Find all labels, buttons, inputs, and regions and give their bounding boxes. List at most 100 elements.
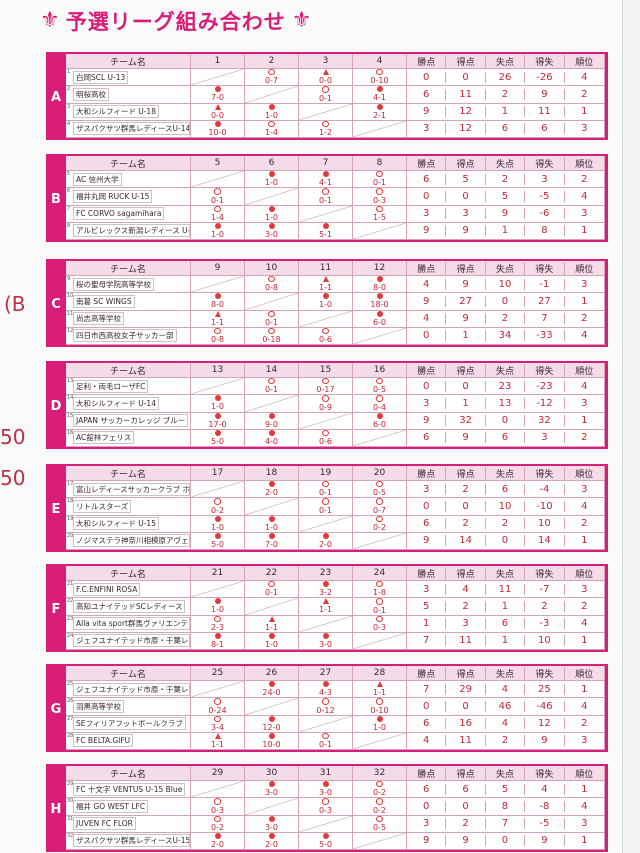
stat-header-label: 得失	[525, 466, 565, 480]
team-cell: 2 明桜高校	[66, 86, 191, 104]
win-mark-icon	[214, 832, 221, 839]
team-stats: 3 12 6 6 3	[407, 120, 605, 138]
opponent-column-header: 27	[299, 666, 353, 681]
stat-value: 10	[486, 500, 526, 512]
stat-value: 10	[525, 518, 565, 530]
match-score: 0-6	[318, 437, 333, 446]
team-cell: 29 FC 十文字 VENTUS U-15 Blue	[66, 781, 191, 799]
self-match-diagonal	[299, 310, 353, 328]
team-name: 大和シルフィード U-14	[73, 396, 159, 410]
stat-value: 1	[407, 618, 447, 630]
team-stats: 0 0 10 -10 4	[407, 498, 605, 516]
stat-value: 2	[486, 518, 526, 530]
opponent-column-header: 31	[299, 766, 353, 781]
self-match-diagonal	[299, 103, 353, 121]
team-cell: 19 大和シルフィード U-15	[66, 515, 191, 533]
match-result-cell: 1-0	[245, 515, 299, 533]
loss-mark-icon	[376, 781, 383, 788]
self-match-diagonal	[299, 815, 353, 833]
team-cell: 13 足利・両毛ローザFC	[66, 378, 191, 396]
loss-mark-icon	[268, 327, 275, 334]
match-score: 5-0	[210, 436, 225, 446]
team-name-header: チーム名	[66, 566, 191, 581]
team-stats: 4 9 10 -1 3	[407, 276, 605, 294]
match-score: 1-8	[372, 588, 387, 598]
team-number: 32	[67, 832, 74, 839]
opponent-column-header: 9	[191, 261, 245, 276]
match-result-cell: 0-2	[353, 781, 407, 799]
team-number: 18	[67, 498, 74, 505]
win-mark-icon	[214, 598, 221, 605]
win-mark-icon	[214, 395, 221, 402]
opponent-column-header: 14	[245, 363, 299, 378]
stat-value: 2	[525, 600, 565, 612]
match-score: 0-6	[318, 335, 333, 344]
team-cell: 16 AC舘林フェリス	[66, 429, 191, 447]
win-mark-icon	[376, 86, 383, 93]
stat-value: 11	[525, 106, 565, 118]
stat-header-label: 得失	[525, 363, 565, 377]
stat-header-label: 勝点	[407, 566, 447, 580]
match-score: 0-2	[372, 788, 387, 798]
match-score: 1-1	[210, 739, 225, 749]
loss-mark-icon	[268, 310, 275, 317]
draw-mark-icon	[268, 615, 275, 622]
stat-value: 0	[446, 700, 486, 712]
stats-header: 勝点 得点 失点 得失 順位	[407, 261, 605, 276]
opponent-column-header: 5	[191, 156, 245, 171]
stat-header-label: 順位	[575, 366, 594, 377]
match-score: 1-0	[318, 300, 333, 310]
team-number: 20	[67, 532, 74, 539]
opponent-column-header: 11	[299, 261, 353, 276]
loss-mark-icon	[268, 69, 275, 76]
match-result-cell: 4-1	[353, 86, 407, 104]
win-mark-icon	[214, 515, 221, 522]
stat-value: -10	[525, 500, 565, 512]
stat-value: 2	[581, 313, 588, 325]
stat-value: 9	[407, 835, 447, 847]
self-match-diagonal	[245, 188, 299, 206]
loss-mark-icon	[214, 205, 221, 212]
win-mark-icon	[376, 276, 383, 283]
league-letter: B	[51, 192, 61, 207]
stat-value: 1	[581, 683, 588, 695]
match-score: 2-1	[372, 110, 387, 120]
match-result-cell: 0-1	[299, 86, 353, 104]
team-stats: 3 1 13 -12 3	[407, 395, 605, 413]
loss-mark-icon	[376, 171, 383, 178]
stat-value: 8	[486, 800, 526, 812]
loss-mark-icon	[376, 815, 383, 822]
match-result-cell: 0-3	[353, 188, 407, 206]
opponent-column-header: 15	[299, 363, 353, 378]
stat-value: 5	[486, 190, 526, 202]
win-mark-icon	[376, 103, 383, 110]
team-number: 28	[67, 732, 74, 739]
match-score: 1-0	[264, 110, 279, 120]
match-result-cell: 3-0	[245, 222, 299, 240]
match-result-cell: 0-5	[353, 481, 407, 499]
stat-header-label: 得失	[525, 261, 565, 275]
win-mark-icon	[214, 222, 221, 229]
stat-value: 12	[446, 106, 486, 118]
win-mark-icon	[322, 171, 329, 178]
stat-value: 4	[581, 618, 588, 630]
loss-mark-icon	[214, 327, 221, 334]
match-score: 4-1	[318, 178, 333, 188]
win-mark-icon	[322, 581, 329, 588]
title-bar: ⚜ 予選リーグ組み合わせ ⚜	[40, 4, 370, 38]
self-match-diagonal	[245, 698, 299, 716]
stat-value: 3	[581, 278, 588, 290]
stat-value: 0	[407, 700, 447, 712]
background-scribble: (B	[4, 292, 26, 316]
match-score: 0-3	[210, 805, 225, 815]
match-score: 2-3	[210, 622, 225, 632]
match-result-cell: 0-8	[245, 276, 299, 294]
stat-value: 11	[446, 735, 486, 747]
stat-value: 0	[486, 415, 526, 427]
match-score: 2-0	[318, 539, 333, 549]
match-score: 1-1	[264, 622, 279, 632]
stat-value: 6	[407, 173, 447, 185]
opponent-column-header: 26	[245, 666, 299, 681]
stats-header: 勝点 得点 失点 得失 順位	[407, 766, 605, 781]
